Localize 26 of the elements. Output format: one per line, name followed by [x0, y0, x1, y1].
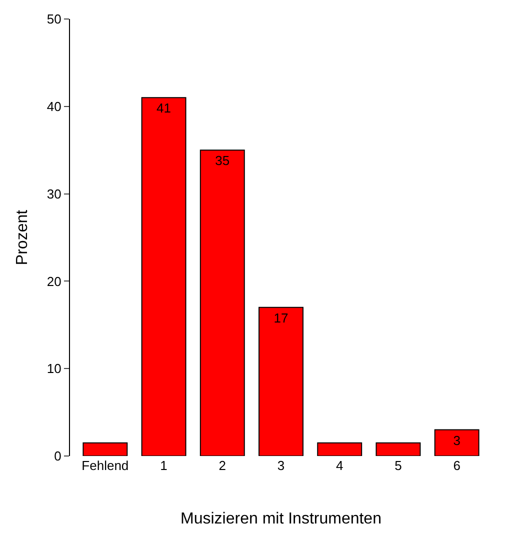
data-label: 17: [274, 310, 288, 326]
x-tick-label: 1: [160, 458, 168, 473]
data-label: 35: [215, 153, 230, 168]
x-tick-label: 5: [394, 458, 402, 473]
y-tick-label: 40: [46, 98, 62, 114]
y-tick-label: 10: [46, 361, 62, 376]
bar: [434, 429, 480, 456]
y-tick-label: 0: [54, 448, 62, 464]
bar: [200, 150, 245, 456]
x-tick-label: 2: [218, 458, 226, 473]
x-axis-title: Musizieren mit Instrumenten: [180, 510, 382, 528]
data-label: 41: [156, 100, 172, 116]
bar: [317, 442, 362, 456]
x-tick-label: 6: [453, 458, 460, 473]
data-label: 3: [453, 432, 460, 448]
y-tick-label: 20: [46, 274, 62, 289]
y-tick-label: 50: [46, 12, 62, 27]
bar: [258, 306, 304, 456]
x-tick-label: 4: [336, 458, 344, 473]
bar: [82, 442, 128, 456]
y-tick-label: 30: [46, 186, 62, 202]
bar: [376, 442, 421, 456]
x-tick-label: 3: [277, 458, 285, 473]
x-tick-label: Fehlend: [82, 458, 129, 473]
bar: [141, 97, 186, 456]
y-axis-title: Prozent: [14, 209, 31, 266]
